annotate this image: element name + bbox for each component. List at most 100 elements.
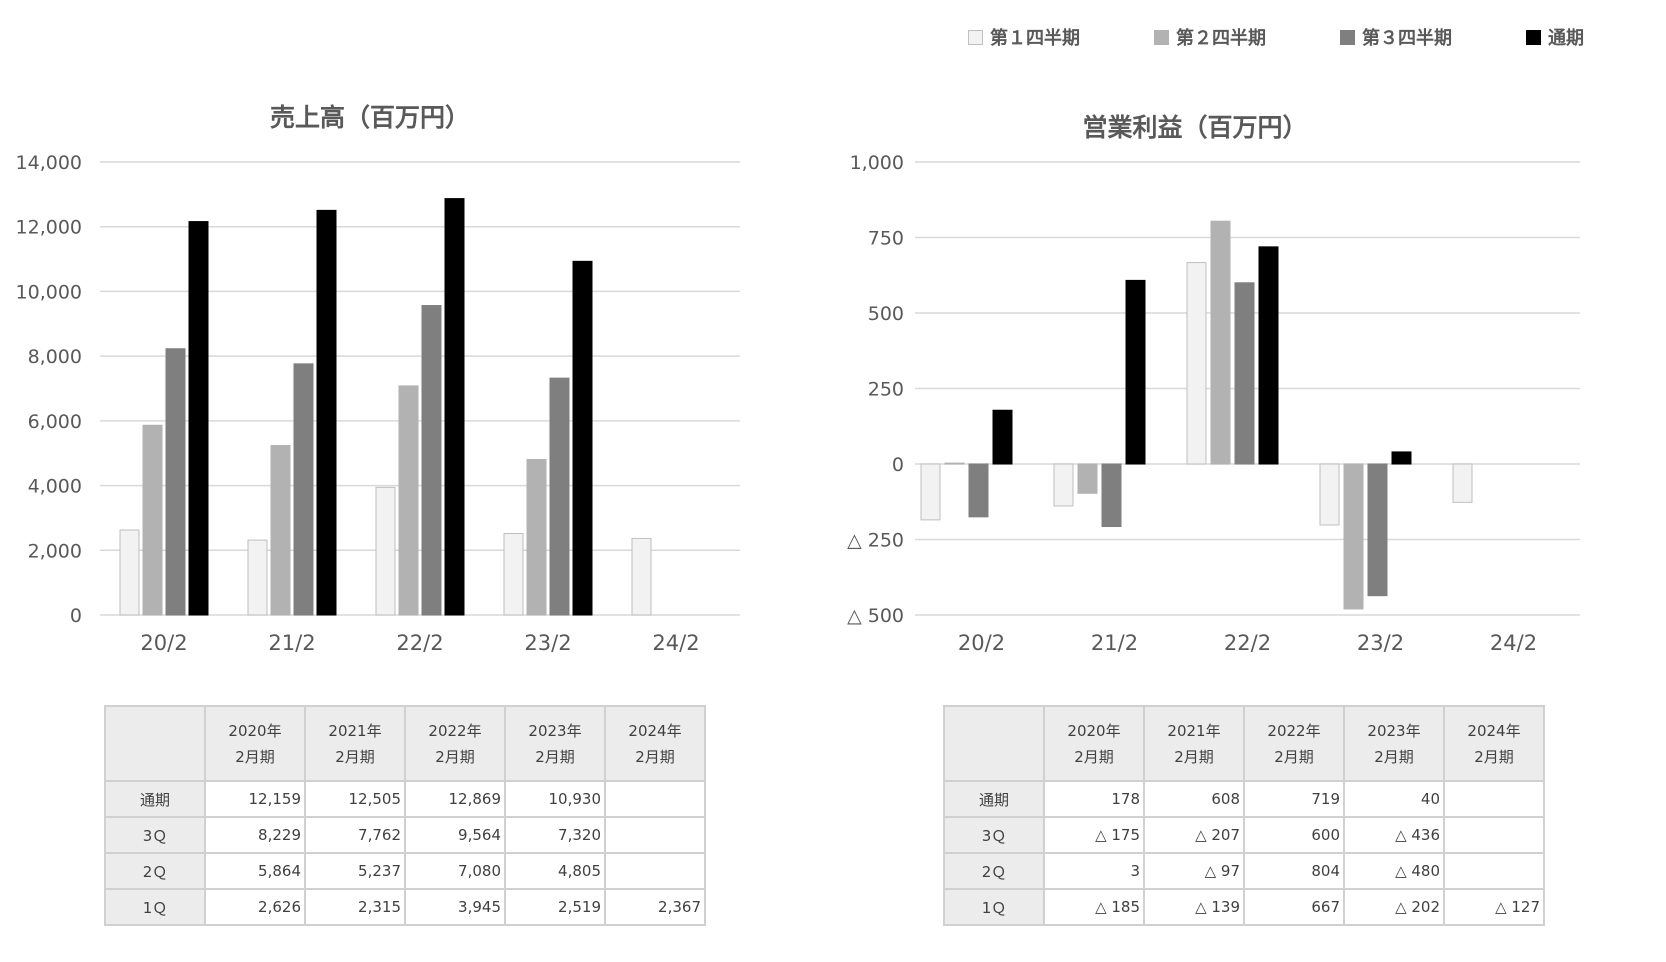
row-label: 2Ｑ (943, 852, 1045, 890)
table-cell: 608 (1143, 780, 1245, 818)
bar-23-2-q2 (526, 459, 547, 616)
bar-22-2-q1 (375, 486, 396, 616)
bar-24-2-q1 (631, 537, 652, 616)
bar-21-2-q3 (1101, 463, 1122, 528)
bar-22-2-q4 (1258, 246, 1279, 465)
header-year: 2021年 (1167, 721, 1221, 740)
table-header-cell: 2024年 2月期 (1443, 705, 1545, 782)
table-row: 1Ｑ △ 185 △ 139 667 △ 202 △ 127 (943, 888, 1545, 926)
y-tick-label: 8,000 (28, 346, 82, 368)
y-tick-label: 14,000 (16, 152, 82, 174)
table-cell: 7,320 (504, 816, 606, 854)
table-row: 2Ｑ 5,864 5,237 7,080 4,805 (104, 852, 706, 890)
header-period: 2月期 (1274, 747, 1314, 766)
y-tick-label: △ 500 (847, 605, 904, 627)
header-period: 2月期 (335, 747, 375, 766)
table-header-cell: 2020年 2月期 (1043, 705, 1145, 782)
y-tick-label: 2,000 (28, 540, 82, 562)
legend-swatch-full-year (1526, 29, 1541, 45)
table-header-cell: 2023年 2月期 (1343, 705, 1445, 782)
x-tick-label: 24/2 (652, 631, 699, 655)
table-header-cell: 2021年 2月期 (304, 705, 406, 782)
table-cell: 12,505 (304, 780, 406, 818)
table-cell: △ 127 (1443, 888, 1545, 926)
x-tick-label: 21/2 (268, 631, 315, 655)
header-year: 2023年 (528, 721, 582, 740)
table-header-cell: 2023年 2月期 (504, 705, 606, 782)
table-cell: 7,080 (404, 852, 506, 890)
table-cell: 719 (1243, 780, 1345, 818)
bar-20-2-q2 (944, 462, 965, 465)
row-label: 3Ｑ (943, 816, 1045, 854)
legend-swatch-q1 (968, 29, 983, 45)
header-year: 2023年 (1367, 721, 1421, 740)
x-tick-label: 22/2 (1224, 631, 1271, 655)
bar-23-2-q4 (1391, 451, 1412, 465)
x-tick-label: 20/2 (140, 631, 187, 655)
y-tick-label: 750 (868, 228, 904, 250)
table-cell: 7,762 (304, 816, 406, 854)
profit-table: 2020年 2月期 2021年 2月期 2022年 2月期 2023年 2月期 2024… (943, 705, 1545, 926)
header-year: 2024年 (628, 721, 682, 740)
table-cell (604, 852, 706, 890)
y-tick-label: △ 250 (847, 530, 904, 552)
bar-22-2-q2 (398, 385, 419, 616)
bar-20-2-q3 (968, 463, 989, 518)
legend-label-q2: 第２四半期 (1176, 28, 1266, 49)
bar-21-2-q1 (247, 539, 268, 616)
legend-label-full-year: 通期 (1548, 28, 1584, 49)
table-header-cell: 2024年 2月期 (604, 705, 706, 782)
table-row: 3Ｑ 8,229 7,762 9,564 7,320 (104, 816, 706, 854)
bar-22-2-q3 (421, 305, 442, 616)
bar-22-2-q3 (1234, 282, 1255, 465)
header-year: 2021年 (328, 721, 382, 740)
y-tick-label: 0 (70, 605, 82, 627)
header-year: 2024年 (1467, 721, 1521, 740)
x-tick-label: 24/2 (1490, 631, 1537, 655)
bar-21-2-q2 (1077, 463, 1098, 494)
table-cell: 667 (1243, 888, 1345, 926)
legend-item-q3: 第３四半期 (1340, 24, 1452, 50)
profit-chart: △ 500 △ 250 0 250 500 750 1,000 20/2 21/2 22/2 23/… (847, 152, 1580, 655)
y-tick-label: 10,000 (16, 281, 82, 303)
y-tick-label: 1,000 (850, 152, 904, 174)
legend-label-q3: 第３四半期 (1362, 28, 1452, 49)
table-cell: 600 (1243, 816, 1345, 854)
table-cell: 178 (1043, 780, 1145, 818)
table-cell: 10,930 (504, 780, 606, 818)
table-cell: 4,805 (504, 852, 606, 890)
table-cell: 804 (1243, 852, 1345, 890)
header-year: 2022年 (428, 721, 482, 740)
y-tick-label: 12,000 (16, 217, 82, 239)
legend-swatch-q3 (1340, 29, 1355, 45)
table-cell: 5,864 (204, 852, 306, 890)
table-cell: △ 480 (1343, 852, 1445, 890)
bar-23-2-q1 (503, 532, 524, 616)
table-corner-cell (943, 705, 1045, 782)
table-cell (604, 816, 706, 854)
row-label: 2Ｑ (104, 852, 206, 890)
table-header-row: 2020年 2月期 2021年 2月期 2022年 2月期 2023年 2月期 2024… (943, 705, 1545, 782)
table-cell (1443, 816, 1545, 854)
row-label: 通期 (104, 780, 206, 818)
bar-21-2-q4 (316, 209, 337, 616)
bar-20-2-q1 (920, 463, 941, 521)
table-cell: 2,367 (604, 888, 706, 926)
x-tick-label: 22/2 (396, 631, 443, 655)
x-tick-label: 21/2 (1091, 631, 1138, 655)
table-row: 通期 12,159 12,505 12,869 10,930 (104, 780, 706, 818)
bar-20-2-q3 (165, 348, 186, 616)
table-cell: 2,315 (304, 888, 406, 926)
table-cell: △ 202 (1343, 888, 1445, 926)
header-period: 2月期 (635, 747, 675, 766)
bar-24-2-q1 (1452, 463, 1473, 503)
bar-22-2-q2 (1210, 220, 1231, 465)
table-cell (1443, 852, 1545, 890)
header-year: 2020年 (1067, 721, 1121, 740)
row-label: 1Ｑ (104, 888, 206, 926)
sales-chart-title: 売上高（百万円） (269, 103, 470, 132)
table-cell: △ 97 (1143, 852, 1245, 890)
legend-item-full-year: 通期 (1526, 24, 1584, 50)
header-period: 2月期 (535, 747, 575, 766)
table-cell (1443, 780, 1545, 818)
